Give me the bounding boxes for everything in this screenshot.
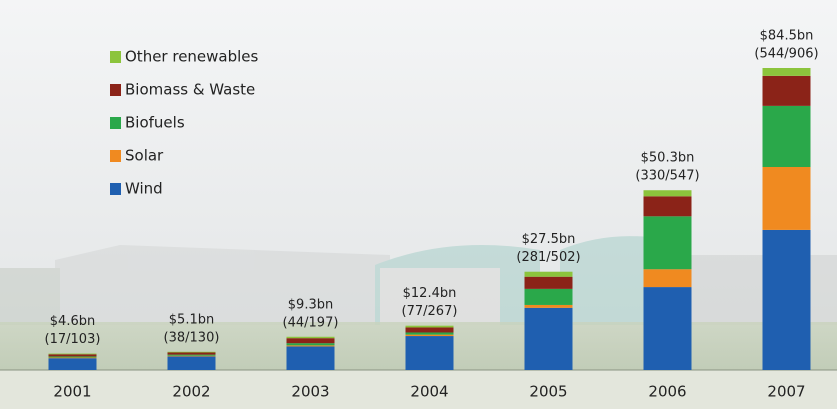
bar-segment — [167, 356, 216, 370]
x-tick-label: 2005 — [529, 383, 567, 401]
legend-label: Other renewables — [125, 48, 259, 66]
bar-segment — [405, 325, 454, 328]
bar-segment — [643, 287, 692, 370]
total-label: $12.4bn — [403, 286, 457, 301]
bar-segment — [167, 355, 216, 357]
bar-segment — [286, 338, 335, 344]
bar-segment — [405, 334, 454, 337]
bar-segment — [167, 351, 216, 353]
bar-segment — [405, 327, 454, 333]
legend-swatch — [110, 117, 121, 129]
total-label: $4.6bn — [50, 314, 95, 329]
bar-segment — [524, 307, 573, 370]
x-tick-label: 2004 — [410, 383, 448, 401]
bar-segment — [643, 216, 692, 270]
bar-segment — [762, 229, 811, 370]
bar-segment — [762, 68, 811, 76]
bar-segment — [762, 105, 811, 167]
total-label: $84.5bn — [760, 29, 814, 44]
bar-segment — [167, 354, 216, 356]
bar-segment — [643, 196, 692, 217]
bar-segment — [48, 357, 97, 359]
legend-swatch — [110, 51, 121, 63]
legend-label: Biomass & Waste — [125, 81, 255, 99]
total-label: $27.5bn — [522, 232, 576, 247]
deal-label: (38/130) — [164, 330, 220, 345]
bar-segment — [286, 343, 335, 346]
deal-label: (281/502) — [516, 250, 580, 265]
x-tick-label: 2001 — [53, 383, 91, 401]
bar-segment — [524, 271, 573, 277]
axis-band — [0, 370, 837, 409]
bar-segment — [48, 356, 97, 358]
legend-swatch — [110, 150, 121, 162]
bar-segment — [524, 304, 573, 308]
bar-segment — [286, 345, 335, 347]
total-label: $5.1bn — [169, 312, 214, 327]
bar-segment — [48, 354, 97, 357]
x-tick-label: 2006 — [648, 383, 686, 401]
legend-swatch — [110, 84, 121, 96]
total-label: $50.3bn — [641, 151, 695, 166]
deal-label: (330/547) — [635, 169, 699, 184]
bar-segment — [48, 358, 97, 370]
deal-label: (44/197) — [283, 315, 339, 330]
deal-label: (17/103) — [45, 332, 101, 347]
x-tick-label: 2002 — [172, 383, 210, 401]
legend-label: Wind — [125, 180, 163, 198]
bar-segment — [762, 75, 811, 106]
bar-segment — [167, 352, 216, 355]
bar-segment — [643, 190, 692, 197]
bar-segment — [405, 332, 454, 335]
bar-segment — [286, 346, 335, 370]
bar-segment — [643, 269, 692, 288]
bar-segment — [286, 336, 335, 339]
legend-label: Solar — [125, 147, 164, 165]
bar-segment — [524, 288, 573, 305]
x-tick-label: 2003 — [291, 383, 329, 401]
total-label: $9.3bn — [288, 297, 333, 312]
legend-swatch — [110, 183, 121, 195]
deal-label: (77/267) — [402, 304, 458, 319]
legend-label: Biofuels — [125, 114, 185, 132]
x-tick-label: 2007 — [767, 383, 805, 401]
bar-segment — [524, 276, 573, 289]
bar-segment — [48, 353, 97, 355]
deal-label: (544/906) — [754, 47, 818, 62]
bar-segment — [762, 166, 811, 230]
bar-segment — [405, 336, 454, 370]
